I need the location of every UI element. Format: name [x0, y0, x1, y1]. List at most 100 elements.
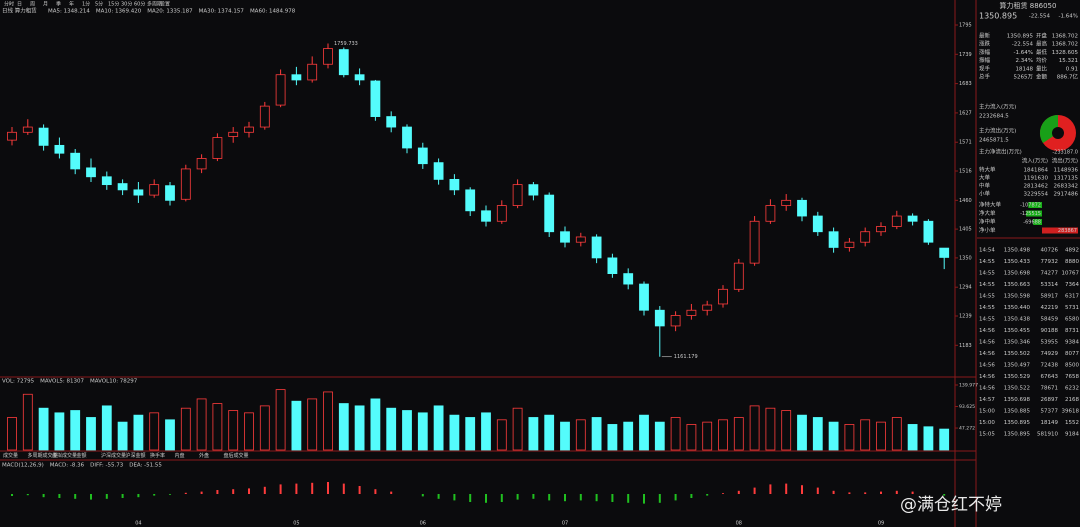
candle-body	[275, 74, 286, 106]
candle-body	[465, 189, 476, 212]
macd-bar	[516, 494, 519, 500]
volume-bar	[259, 405, 270, 451]
candle-body	[528, 184, 539, 196]
y-tick-label: 1795	[959, 22, 972, 28]
tab[interactable]: 外盘	[199, 452, 209, 459]
net-label: 净特大单	[979, 201, 1002, 209]
volume-bar	[386, 407, 397, 451]
flow-label: 大单	[979, 174, 991, 182]
toolbar-item[interactable]: 周	[30, 2, 35, 8]
candle-body	[101, 176, 112, 186]
volume-bar	[654, 421, 665, 451]
tab[interactable]: 虚拟成交量	[52, 452, 77, 459]
tab[interactable]: 成交量	[3, 452, 18, 459]
candle-body	[828, 231, 839, 248]
tick-count: 8880	[1065, 259, 1079, 265]
toolbar-item[interactable]: 30分	[121, 1, 132, 8]
quote-value: -1.64%	[1014, 50, 1033, 56]
flow-label: 中单	[979, 182, 991, 190]
tab[interactable]: 沪深成交量	[101, 452, 126, 459]
volume-bar	[923, 426, 934, 451]
macd-bar	[26, 494, 29, 496]
legend-item: VOL: 72795	[2, 379, 35, 385]
toolbar-item[interactable]: 1分	[82, 1, 90, 8]
tick-volume: 581910	[1037, 432, 1058, 438]
tick-price: 1350.440	[1004, 305, 1031, 311]
macd-bar	[864, 492, 867, 494]
volume-bar	[196, 398, 207, 451]
macd-bar	[169, 494, 171, 495]
toolbar-item[interactable]: 60分	[134, 1, 145, 8]
toolbar-item[interactable]: 5分	[95, 1, 103, 8]
chart-title: 日线 算力租赁	[2, 7, 37, 15]
flow-in: 2813462	[1024, 184, 1049, 190]
y-tick-label: 1571	[959, 140, 972, 146]
toolbar-item[interactable]: 分时	[4, 1, 14, 8]
volume-bar	[402, 410, 412, 451]
y-tick-label: 1627	[959, 110, 972, 116]
macd-bar	[74, 494, 77, 499]
tick-price: 1350.497	[1004, 363, 1031, 369]
candle-body	[22, 126, 33, 133]
flow-out: 1317135	[1054, 176, 1079, 182]
macd-bar	[232, 489, 235, 494]
candle-body	[386, 116, 397, 128]
high-label: 1759.733	[334, 41, 358, 47]
toolbar-item[interactable]: 年	[69, 1, 74, 8]
macd-bar	[706, 494, 709, 496]
toolbar-item[interactable]: 日	[17, 2, 22, 8]
candle-body	[591, 236, 602, 259]
candle-body	[765, 205, 776, 222]
tick-count: 5731	[1065, 305, 1079, 311]
fund-net: -233187.0	[1052, 150, 1078, 156]
macd-bar	[200, 491, 203, 494]
tab[interactable]: 内盘	[175, 452, 185, 459]
low-label: 1161.179	[674, 354, 698, 360]
toolbar-item[interactable]: 多周期	[147, 1, 162, 8]
volume-bar	[907, 424, 918, 451]
toolbar-item[interactable]: 设置	[160, 1, 170, 8]
tab[interactable]: 沪深金额	[126, 452, 146, 459]
toolbar-item[interactable]: 15分	[108, 1, 119, 8]
tab[interactable]: 多周期成交量	[28, 452, 58, 459]
quote-value: 1350.895	[1007, 34, 1034, 40]
volume-bar	[860, 419, 871, 451]
candle-body	[370, 80, 381, 117]
macd-bar	[485, 494, 487, 503]
y-tick-label: 1183	[959, 343, 972, 349]
tick-count: 9384	[1065, 340, 1079, 346]
y-tick-label: 1460	[959, 198, 972, 204]
volume-bar	[528, 417, 539, 451]
y-tick-label: 1239	[959, 313, 972, 319]
tab[interactable]: 换手率	[150, 452, 165, 459]
net-label: 净中单	[979, 218, 996, 226]
panel-price: 1350.895	[979, 12, 1017, 21]
macd-bar	[911, 491, 914, 494]
volume-bar	[686, 424, 697, 451]
tab[interactable]: 金额	[77, 452, 87, 459]
macd-bar	[532, 494, 535, 499]
tab[interactable]: 盘后成交量	[224, 452, 249, 459]
tick-time: 14:56	[979, 351, 995, 357]
macd-bar	[816, 487, 819, 494]
quote-value: 2.34%	[1016, 58, 1033, 64]
toolbar-item[interactable]: 季	[56, 1, 61, 8]
candle-body	[797, 199, 807, 217]
toolbar-item[interactable]: 月	[43, 2, 48, 8]
macd-bar	[453, 494, 456, 501]
tick-time: 14:56	[979, 386, 995, 392]
macd-bar	[595, 494, 598, 502]
volume-bar	[481, 412, 491, 451]
fund-inflow: 2232684.5	[979, 114, 1009, 120]
tick-volume: 90188	[1041, 328, 1059, 334]
fund-outflow: 2465871.5	[979, 138, 1009, 144]
volume-bar	[133, 414, 144, 451]
macd-bar	[548, 494, 551, 501]
y-tick-label: 1405	[959, 227, 972, 233]
candle-body	[560, 231, 570, 243]
tick-count: 39618	[1062, 409, 1080, 415]
tick-count: 8500	[1065, 363, 1079, 369]
tick-price: 1350.346	[1004, 340, 1031, 346]
candle-body	[259, 105, 270, 128]
net-bar	[1042, 227, 1078, 234]
